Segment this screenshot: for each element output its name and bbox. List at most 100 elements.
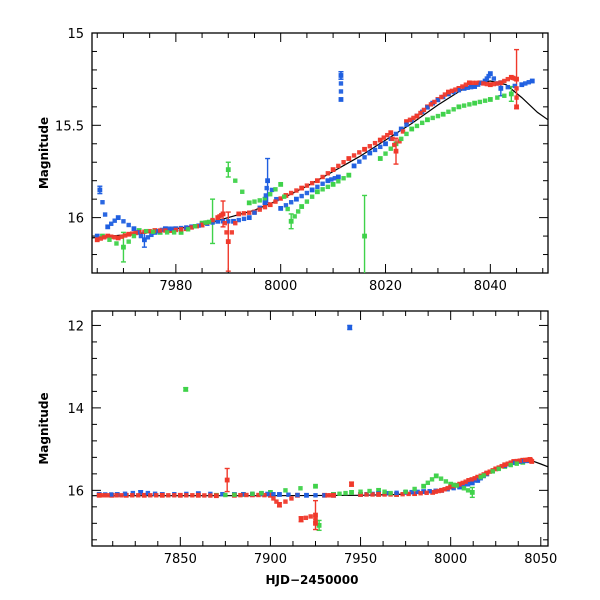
red-data-point xyxy=(219,212,224,218)
blue-data-point xyxy=(241,216,247,222)
red-data-point xyxy=(491,81,497,87)
blue-data-point xyxy=(378,144,383,150)
y-axis-label: Magnitude xyxy=(37,117,51,189)
green-data-point xyxy=(443,479,449,484)
red-data-point xyxy=(195,492,201,498)
green-data-point xyxy=(399,136,404,142)
green-data-point xyxy=(343,490,348,496)
red-data-point xyxy=(303,515,309,521)
green-data-point xyxy=(223,492,228,498)
red-data-point xyxy=(283,499,288,504)
blue-data-point xyxy=(299,193,304,199)
green-data-point xyxy=(262,196,268,202)
red-data-point xyxy=(247,210,252,215)
blue-data-point xyxy=(262,200,268,206)
green-data-point xyxy=(185,227,191,232)
blue-data-point xyxy=(338,97,344,102)
green-data-point xyxy=(409,126,415,132)
y-tick-label: 14 xyxy=(67,402,84,417)
red-data-point xyxy=(313,512,318,518)
red-data-point xyxy=(436,488,441,494)
blue-data-point xyxy=(94,233,100,239)
blue-data-point xyxy=(385,491,390,496)
blue-data-point xyxy=(109,221,114,226)
red-data-point xyxy=(314,178,320,184)
red-data-point xyxy=(498,80,504,86)
red-data-point xyxy=(442,487,447,492)
green-data-point xyxy=(250,491,255,496)
blue-data-point xyxy=(393,131,399,137)
red-data-point xyxy=(98,236,103,241)
red-data-point xyxy=(225,239,231,245)
blue-data-point xyxy=(283,203,289,208)
green-data-point xyxy=(461,486,467,491)
blue-data-point xyxy=(486,73,491,79)
red-data-point xyxy=(147,228,152,234)
green-data-point xyxy=(358,489,363,494)
red-data-point xyxy=(400,129,406,134)
x-tick-label: 8000 xyxy=(434,552,467,567)
red-data-point xyxy=(404,119,409,125)
blue-data-point xyxy=(329,177,334,182)
blue-data-point xyxy=(491,76,497,81)
red-data-point xyxy=(177,492,183,498)
red-data-point xyxy=(514,95,519,100)
blue-data-point xyxy=(226,219,231,224)
red-data-point xyxy=(294,188,299,193)
green-data-point xyxy=(178,229,184,235)
red-data-point xyxy=(189,225,194,230)
blue-data-point xyxy=(220,491,225,497)
green-data-point xyxy=(313,483,318,489)
blue-data-point xyxy=(265,178,270,184)
red-data-point xyxy=(418,491,423,496)
red-data-point xyxy=(119,493,124,498)
red-data-point xyxy=(470,80,476,86)
blue-data-point xyxy=(512,460,517,466)
bottom-panel: 7850 7900 7950 8000 8050 12 14 16 Magnitude HJD−2… xyxy=(37,310,557,587)
blue-data-point xyxy=(435,97,441,103)
red-data-point xyxy=(112,235,117,240)
green-data-point xyxy=(233,178,238,183)
red-data-point xyxy=(463,479,468,484)
red-data-point xyxy=(241,211,247,216)
blue-data-point xyxy=(468,84,474,90)
red-data-point xyxy=(184,493,189,498)
red-data-point xyxy=(199,222,205,228)
green-data-point xyxy=(283,488,288,493)
red-data-point xyxy=(210,217,215,223)
blue-data-point xyxy=(367,150,373,156)
blue-data-point xyxy=(461,483,467,488)
red-data-point xyxy=(157,228,163,233)
green-data-point xyxy=(440,111,446,117)
red-data-point xyxy=(382,492,387,497)
red-data-point xyxy=(460,84,465,89)
blue-data-point xyxy=(519,82,525,88)
red-data-point xyxy=(130,493,135,498)
red-data-point xyxy=(514,104,519,110)
x-tick-label: 8050 xyxy=(524,552,557,567)
green-data-point xyxy=(126,239,131,244)
blue-data-point xyxy=(415,489,420,495)
green-data-point xyxy=(337,491,342,496)
blue-data-point xyxy=(421,489,427,494)
x-tick-label: 7900 xyxy=(254,552,287,567)
green-data-point xyxy=(292,214,297,219)
green-data-point xyxy=(472,100,478,106)
red-data-point xyxy=(309,180,315,186)
blue-data-point xyxy=(138,233,144,239)
green-data-point xyxy=(246,200,252,206)
blue-data-point xyxy=(322,493,327,498)
blue-data-point xyxy=(210,220,215,225)
red-data-point xyxy=(466,80,472,86)
red-data-point xyxy=(238,492,243,498)
green-data-point xyxy=(325,184,331,190)
y-axis-label: Magnitude xyxy=(37,392,51,464)
red-data-point xyxy=(346,156,352,161)
green-data-point xyxy=(478,474,483,480)
blue-data-point xyxy=(145,235,151,240)
red-data-point xyxy=(505,76,511,82)
red-data-point xyxy=(159,492,165,498)
green-data-point xyxy=(131,233,137,239)
x-tick-label: 7950 xyxy=(344,552,377,567)
red-data-point xyxy=(514,86,519,91)
